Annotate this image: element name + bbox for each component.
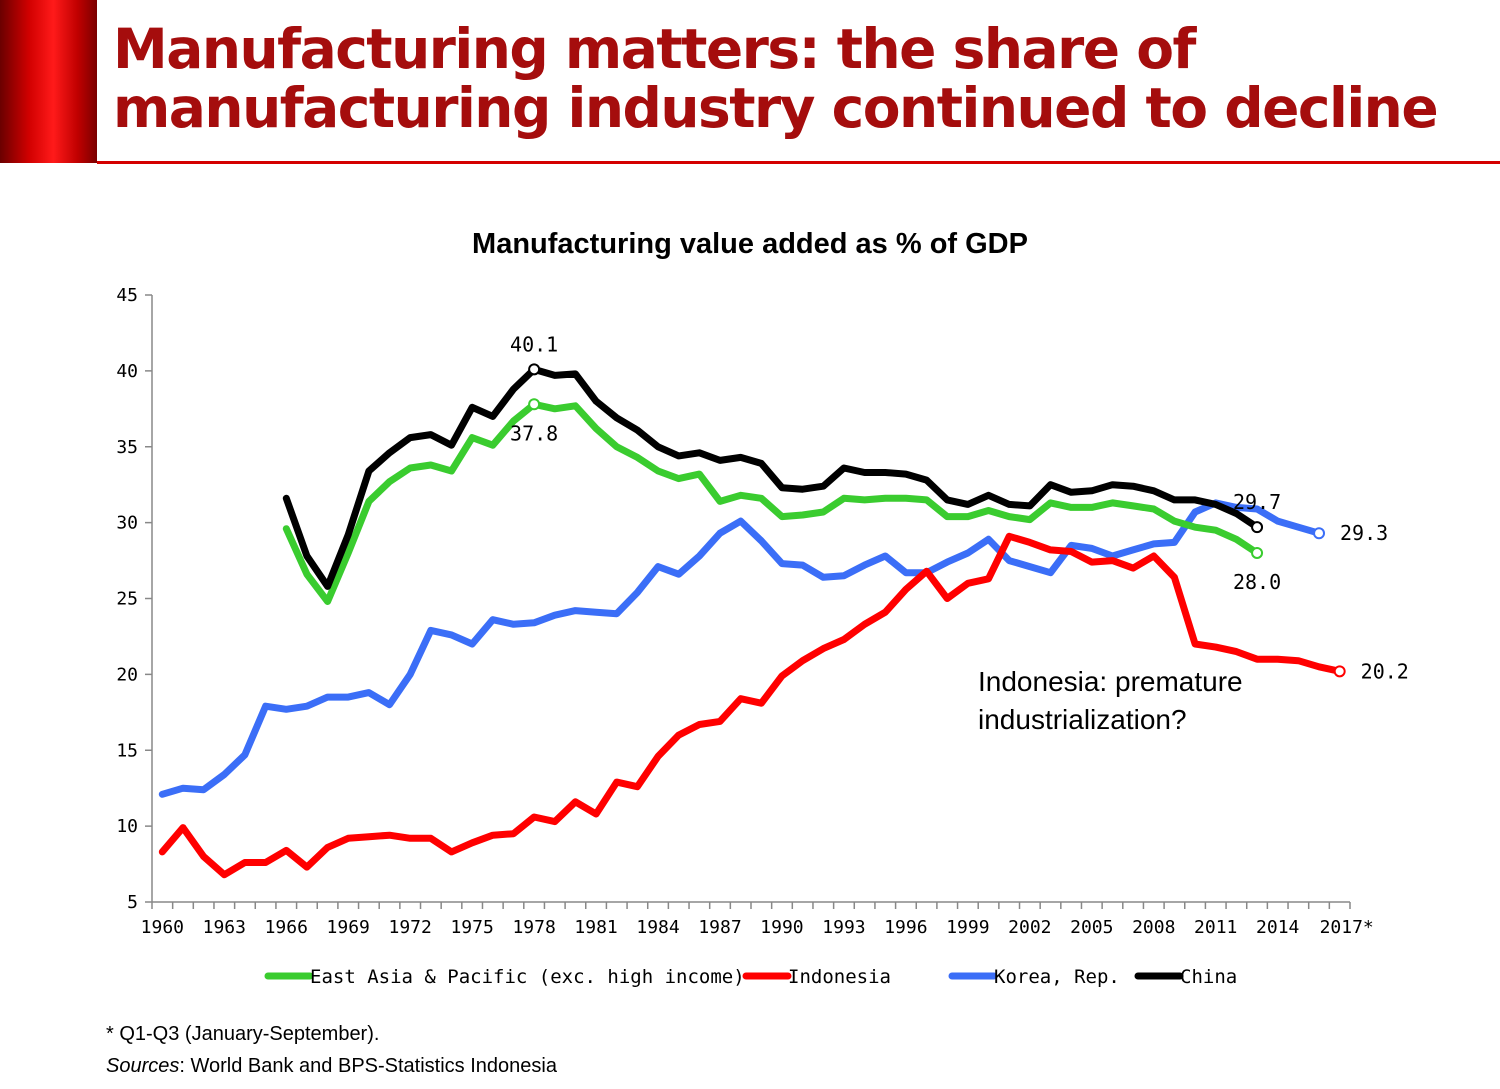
x-tick-label: 2005: [1070, 917, 1113, 938]
y-tick-label: 25: [116, 589, 138, 610]
x-tick-label: 2002: [1008, 917, 1051, 938]
y-axis: 5 10 15 20 25 30 35 40 45: [116, 285, 153, 913]
point-marker: [1333, 665, 1346, 678]
annotation-layer: Indonesia: premature industrialization?: [978, 666, 1243, 735]
y-tick-label: 45: [116, 285, 138, 306]
x-tick-label: 2008: [1132, 917, 1175, 938]
sources-label: Sources: [106, 1055, 180, 1077]
sources-text: : World Bank and BPS-Statistics Indonesi…: [179, 1055, 557, 1077]
y-tick-label: 10: [116, 816, 138, 837]
x-tick-label: 1969: [327, 917, 370, 938]
point-label: 28.0: [1233, 570, 1281, 594]
chart-title: Manufacturing value added as % of GDP: [472, 228, 1028, 260]
accent-bar: [0, 0, 97, 163]
x-tick-label: 2011: [1194, 917, 1237, 938]
sources-note: Sources: World Bank and BPS-Statistics I…: [106, 1055, 557, 1078]
point-marker: [528, 398, 541, 411]
y-tick-label: 35: [116, 437, 138, 458]
y-tick-label: 15: [116, 740, 138, 761]
annotation-line-2: industrialization?: [978, 704, 1187, 735]
x-tick-label: 2017*: [1320, 917, 1374, 938]
point-marker: [1251, 546, 1264, 559]
x-tick-label: 1987: [698, 917, 741, 938]
slide-title: Manufacturing matters: the share of manu…: [113, 17, 1439, 140]
x-axis: 1960 1963 1966 1969 1972 1975 1978 1981 1984 1987…: [141, 901, 1374, 938]
legend-label: China: [1180, 966, 1237, 988]
point-label: 29.7: [1233, 490, 1281, 514]
series-line-korea-rep: [158, 499, 1323, 798]
legend: East Asia & Pacific (exc. high income) In…: [264, 966, 1237, 988]
x-tick-label: 1996: [884, 917, 927, 938]
annotation-line-1: Indonesia: premature: [978, 666, 1243, 697]
y-tick-label: 5: [127, 892, 138, 913]
title-divider: [97, 161, 1500, 164]
x-tick-label: 1990: [760, 917, 803, 938]
x-tick-label: 1963: [203, 917, 246, 938]
x-tick-label: 1981: [574, 917, 617, 938]
y-tick-label: 20: [116, 664, 138, 685]
point-label: 37.8: [510, 421, 558, 445]
x-tick-label: 1999: [946, 917, 989, 938]
footnote: * Q1-Q3 (January-September).: [106, 1023, 380, 1045]
series-layer: [158, 365, 1344, 879]
legend-label: East Asia & Pacific (exc. high income): [310, 966, 745, 988]
series-line-china: [282, 365, 1261, 590]
legend-label: Indonesia: [788, 966, 891, 988]
point-marker: [528, 363, 541, 376]
point-label: 20.2: [1361, 659, 1409, 683]
point-label: 29.3: [1340, 521, 1388, 545]
y-tick-label: 40: [116, 361, 138, 382]
x-tick-label: 1978: [512, 917, 555, 938]
point-marker: [1251, 521, 1264, 534]
y-tick-label: 30: [116, 513, 138, 534]
x-tick-label: 1972: [389, 917, 432, 938]
x-tick-label: 1984: [636, 917, 679, 938]
point-label-layer: 40.1 37.8 29.7 28.0 29.3 20.2: [510, 332, 1409, 683]
x-tick-label: 1960: [141, 917, 184, 938]
x-tick-label: 1993: [822, 917, 865, 938]
series-line-east-asia-pacific-exc-high-income: [282, 400, 1261, 605]
x-tick-label: 1975: [450, 917, 493, 938]
point-marker: [1313, 527, 1326, 540]
series-line-indonesia: [158, 532, 1344, 879]
x-tick-label: 2014: [1256, 917, 1299, 938]
x-tick-label: 1966: [265, 917, 308, 938]
legend-label: Korea, Rep.: [994, 966, 1120, 988]
point-label: 40.1: [510, 332, 558, 356]
